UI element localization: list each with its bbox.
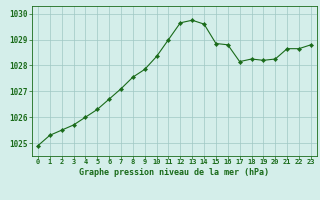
X-axis label: Graphe pression niveau de la mer (hPa): Graphe pression niveau de la mer (hPa) <box>79 168 269 177</box>
